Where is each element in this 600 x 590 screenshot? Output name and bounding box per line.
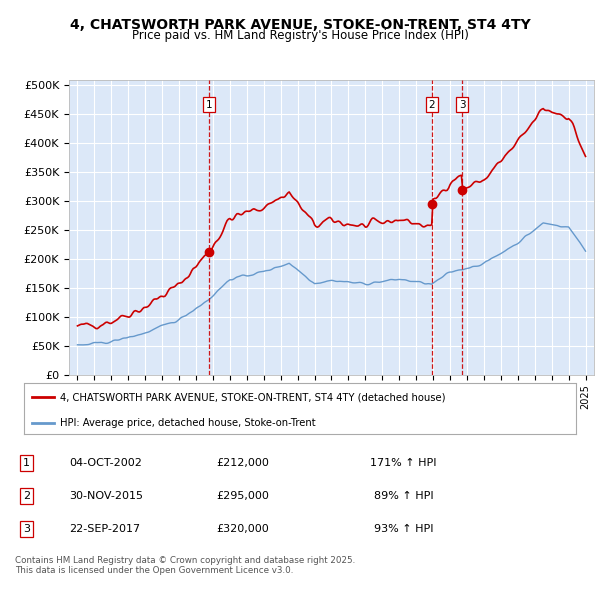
Text: 3: 3 [459,100,466,110]
Text: Price paid vs. HM Land Registry's House Price Index (HPI): Price paid vs. HM Land Registry's House … [131,30,469,42]
Text: £212,000: £212,000 [216,458,269,468]
Text: 4, CHATSWORTH PARK AVENUE, STOKE-ON-TRENT, ST4 4TY (detached house): 4, CHATSWORTH PARK AVENUE, STOKE-ON-TREN… [60,392,445,402]
Text: 1: 1 [205,100,212,110]
Text: 3: 3 [23,525,30,534]
Text: 22-SEP-2017: 22-SEP-2017 [70,525,141,534]
Text: HPI: Average price, detached house, Stoke-on-Trent: HPI: Average price, detached house, Stok… [60,418,316,428]
Text: 1: 1 [23,458,30,468]
Text: 171% ↑ HPI: 171% ↑ HPI [370,458,437,468]
Text: £320,000: £320,000 [216,525,269,534]
Text: Contains HM Land Registry data © Crown copyright and database right 2025.
This d: Contains HM Land Registry data © Crown c… [15,556,355,575]
Text: 93% ↑ HPI: 93% ↑ HPI [374,525,433,534]
Text: 4, CHATSWORTH PARK AVENUE, STOKE-ON-TRENT, ST4 4TY: 4, CHATSWORTH PARK AVENUE, STOKE-ON-TREN… [70,18,530,32]
Text: 04-OCT-2002: 04-OCT-2002 [70,458,142,468]
Text: 30-NOV-2015: 30-NOV-2015 [70,491,143,501]
Text: 89% ↑ HPI: 89% ↑ HPI [374,491,433,501]
Text: £295,000: £295,000 [216,491,269,501]
Text: 2: 2 [428,100,435,110]
Text: 2: 2 [23,491,30,501]
